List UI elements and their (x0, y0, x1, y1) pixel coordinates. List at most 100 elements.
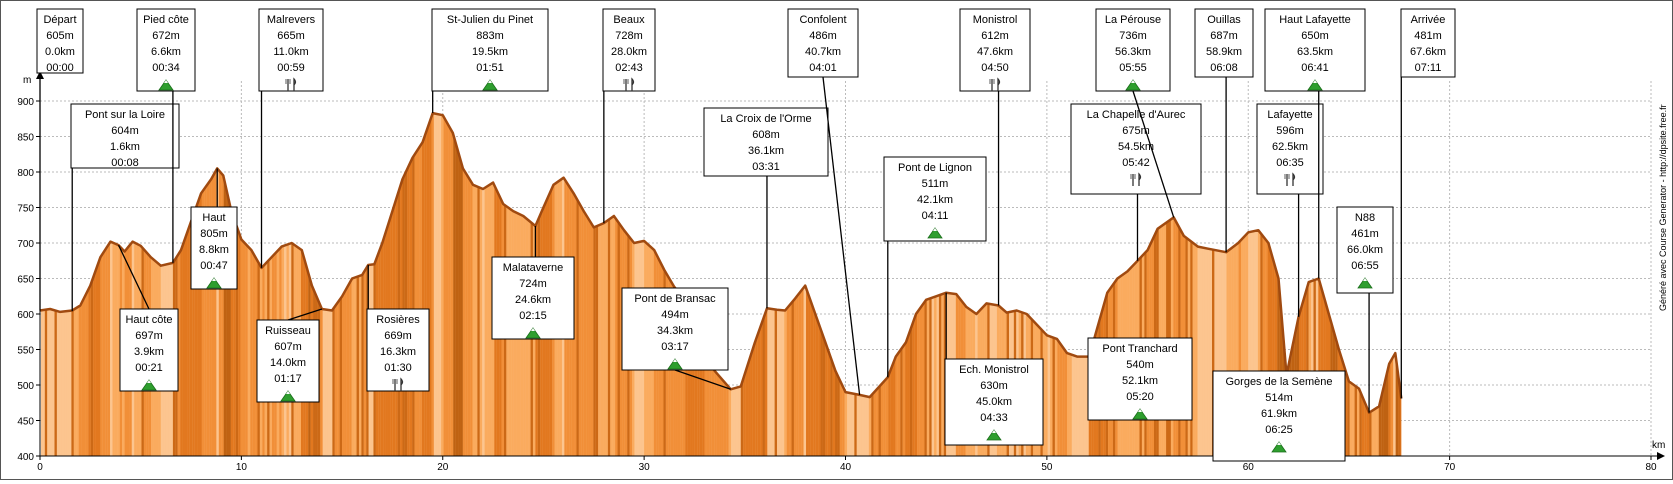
waypoint-distance: 0.0km (45, 46, 75, 58)
waypoint-altitude: 608m (752, 129, 780, 141)
slope-stripe (610, 216, 613, 456)
slope-stripe (871, 392, 874, 456)
waypoint-box (602, 8, 656, 92)
slope-stripe (489, 183, 492, 456)
waypoint-box (136, 8, 196, 92)
y-unit-label: m (23, 75, 31, 86)
waypoint-leader (674, 369, 731, 390)
waypoint-altitude: 486m (809, 30, 837, 42)
slope-stripe (467, 176, 471, 456)
slope-stripe (1388, 360, 1391, 456)
waypoint-altitude: 736m (1119, 30, 1147, 42)
waypoint-altitude: 724m (519, 278, 547, 290)
waypoint-altitude: 596m (1276, 125, 1304, 137)
waypoint-name: Pont de Bransac (634, 293, 716, 305)
slope-stripe (798, 290, 802, 456)
waypoint-altitude: 665m (277, 30, 305, 42)
waypoint-0: Départ 605m 0.0km 00:00 (36, 8, 84, 311)
slope-stripe (793, 296, 797, 456)
summit-icon-snow (992, 430, 996, 433)
knife-icon (293, 77, 297, 91)
slope-stripe (64, 311, 67, 456)
waypoint-19: La Pérouse 736m 56.3km 05:55 (1095, 8, 1175, 218)
slope-stripe (907, 331, 910, 456)
slope-stripe (595, 225, 599, 456)
waypoint-time: 07:11 (1415, 62, 1442, 74)
slope-stripe (750, 348, 753, 456)
waypoint-box (1087, 337, 1193, 421)
slope-stripe (337, 299, 340, 456)
slope-stripe (339, 296, 343, 456)
waypoint-time: 04:33 (980, 412, 1008, 424)
waypoint-name: Malataverne (503, 262, 564, 274)
slope-stripe (412, 154, 415, 456)
waypoint-name: La Chapelle d'Aurec (1087, 109, 1186, 121)
slope-stripe (346, 283, 350, 456)
slope-stripe (52, 309, 55, 456)
waypoint-time: 05:42 (1122, 157, 1150, 169)
slope-stripe (706, 357, 710, 456)
slope-stripe (325, 309, 328, 456)
waypoint-name: N88 (1355, 212, 1375, 224)
slope-stripe (600, 223, 604, 456)
slope-stripe (1371, 409, 1374, 456)
slope-stripe (714, 370, 717, 456)
waypoint-box (1264, 8, 1366, 92)
slope-stripe (745, 363, 749, 456)
waypoint-6: Ruisseau 607m 14.0km 01:17 (256, 308, 323, 403)
slope-stripe (334, 303, 338, 456)
slope-stripe (1195, 244, 1198, 456)
slope-stripe (743, 371, 746, 456)
waypoint-distance: 24.6km (515, 294, 551, 306)
slope-stripe (1376, 406, 1379, 456)
waypoint-box (431, 8, 549, 92)
waypoint-distance: 58.9km (1206, 46, 1242, 58)
slope-stripe (868, 395, 872, 456)
slope-stripe (1074, 355, 1077, 456)
slope-stripe (59, 311, 62, 456)
slope-stripe (704, 353, 707, 456)
slope-stripe (1369, 411, 1372, 456)
slope-stripe (1054, 338, 1058, 456)
slope-stripe (919, 305, 923, 456)
slope-stripe (1378, 397, 1382, 456)
waypoint-altitude: 481m (1414, 30, 1442, 42)
slope-stripe (342, 291, 345, 456)
slope-stripe (1079, 356, 1082, 456)
waypoint-11: Pont de Bransac 494m 34.3km 03:17 (621, 287, 731, 390)
x-tick-label: 60 (1243, 462, 1255, 473)
waypoint-1: Pont sur la Loire 604m 1.6km 00:08 (70, 103, 180, 312)
slope-stripe (583, 211, 587, 456)
slope-stripe (820, 328, 823, 456)
waypoint-time: 03:17 (661, 341, 689, 353)
slope-stripe (83, 294, 86, 456)
slope-stripe (864, 395, 867, 456)
slope-stripe (431, 113, 434, 456)
waypoint-distance: 34.3km (657, 325, 693, 337)
slope-stripe (873, 390, 877, 456)
slope-stripe (433, 113, 437, 456)
slope-stripe (479, 187, 483, 456)
slope-stripe (808, 294, 811, 456)
waypoint-time: 00:00 (46, 62, 74, 74)
x-tick-label: 0 (37, 462, 43, 473)
slope-stripe (416, 147, 420, 456)
summit-icon (482, 79, 498, 91)
slope-stripe (726, 384, 729, 456)
slope-stripe (1057, 339, 1060, 456)
slope-stripe (448, 125, 451, 456)
slope-stripe (100, 253, 103, 456)
waypoint-17: Pont Tranchard 540m 52.1km 05:20 (1087, 337, 1193, 421)
slope-stripe (47, 309, 50, 456)
y-tick-label: 750 (17, 204, 34, 215)
x-tick-label: 50 (1041, 462, 1053, 473)
slope-stripe (1356, 387, 1360, 456)
slope-stripe (477, 186, 480, 456)
y-tick-label: 550 (17, 346, 34, 357)
waypoint-box (258, 8, 324, 92)
slope-stripe (1076, 356, 1080, 456)
waypoint-name: Gorges de la Semène (1225, 376, 1332, 388)
slope-stripe (912, 317, 915, 456)
waypoint-altitude: 511m (922, 178, 949, 190)
